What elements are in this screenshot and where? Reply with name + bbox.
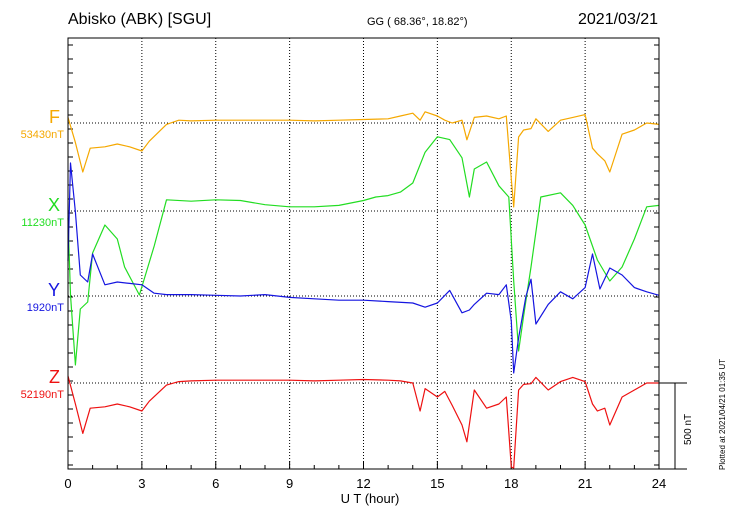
x-tick-label: 9 [286, 476, 294, 491]
x-tick-label: 12 [356, 476, 371, 491]
baseline-value-z: 52190nT [20, 389, 64, 401]
scale-bar [659, 382, 687, 470]
series-line-f [67, 111, 660, 208]
x-axis-label: U T (hour) [340, 491, 400, 506]
x-tick-label: 18 [504, 476, 519, 491]
date-label: 2021/03/21 [578, 11, 659, 28]
plot-frame [67, 37, 660, 470]
series-line-x [67, 136, 660, 366]
station-title: Abisko (ABK) [SGU] [68, 11, 212, 28]
component-letter-f: F [49, 107, 60, 127]
baseline-value-y: 1920nT [26, 302, 64, 314]
x-tick-label: 24 [651, 476, 667, 491]
x-tick-label: 0 [64, 476, 72, 491]
x-tick-label: 3 [138, 476, 146, 491]
series-layer [67, 111, 660, 469]
x-tick-label: 15 [430, 476, 445, 491]
geographic-coords: GG ( 68.36°, 18.82°) [367, 16, 468, 28]
baseline-value-x: 11230nT [21, 217, 64, 229]
series-line-z [67, 375, 659, 469]
scale-bar-label: 500 nT [683, 413, 694, 445]
baseline-value-f: 53430nT [20, 129, 64, 141]
component-letter-x: X [47, 195, 60, 215]
x-tick-label: 6 [212, 476, 220, 491]
component-letter-y: Y [47, 280, 60, 300]
series-line-y [67, 162, 660, 374]
component-letter-z: Z [49, 367, 60, 387]
grid [67, 38, 660, 469]
x-tick-label: 21 [577, 476, 593, 491]
plotted-timestamp: Plotted at 2021/04/21 01:35 UT [718, 358, 727, 470]
